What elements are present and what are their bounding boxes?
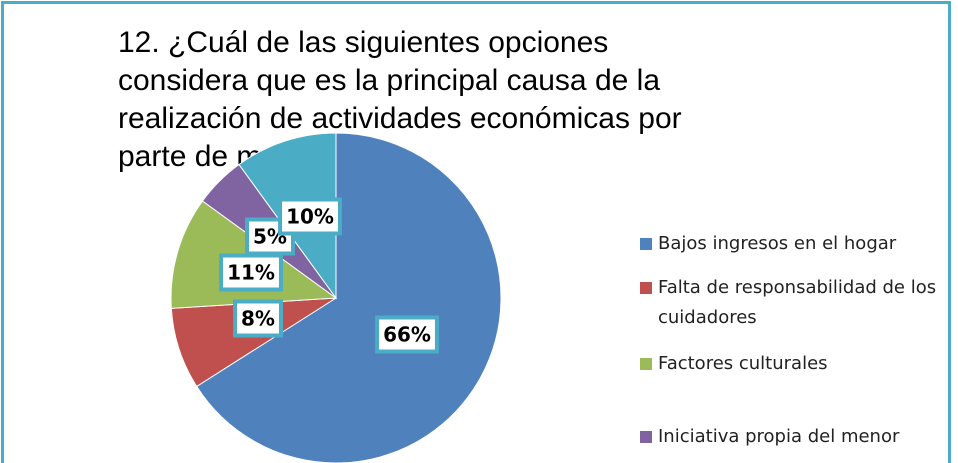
legend-swatch — [640, 238, 652, 250]
data-label-box — [375, 315, 439, 354]
legend-swatch — [640, 431, 652, 443]
data-label-box — [278, 197, 342, 236]
data-label: 11% — [227, 261, 275, 285]
data-label: 66% — [383, 323, 431, 347]
pie-slice — [195, 132, 502, 463]
legend-label: Factores culturales — [658, 353, 828, 374]
legend-item: Factores culturales — [640, 349, 958, 379]
legend-item: Falta de responsabilidad de los cuidador… — [640, 273, 958, 333]
legend-swatch — [640, 358, 652, 370]
legend-item: Iniciativa propia del menor — [640, 422, 958, 452]
legend-label: Falta de responsabilidad de los cuidador… — [658, 277, 937, 328]
data-label: 10% — [286, 205, 334, 229]
data-label-box — [233, 299, 283, 338]
data-label-box — [245, 217, 295, 256]
legend-item: Bajos ingresos en el hogar — [640, 229, 958, 259]
legend-swatch — [640, 282, 652, 294]
legend-label: Bajos ingresos en el hogar — [658, 233, 897, 254]
data-label: 8% — [241, 307, 275, 331]
legend-label: Iniciativa propia del menor — [658, 426, 900, 447]
